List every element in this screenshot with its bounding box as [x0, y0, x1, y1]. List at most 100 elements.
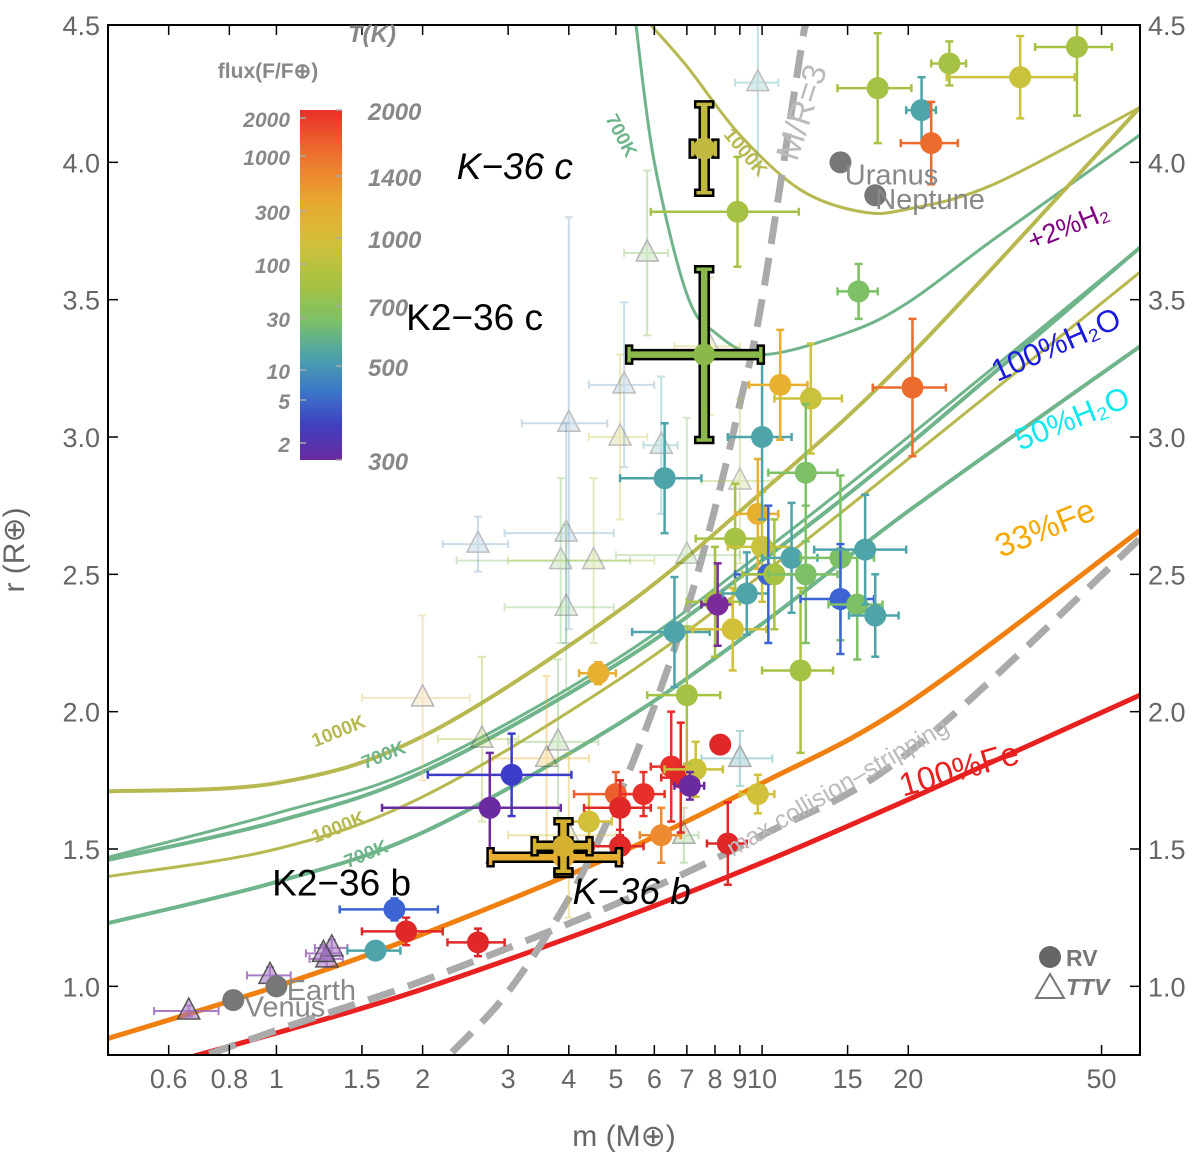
- ttv-planet-14: [507, 477, 656, 644]
- curve-label: 1000K: [719, 125, 771, 182]
- rv-marker: [609, 796, 632, 819]
- curve-label: 700K: [601, 111, 641, 161]
- colorbar-temp-label: 1000: [368, 227, 422, 254]
- y-tick-label-right: 2.5: [1148, 560, 1186, 590]
- rv-marker: [709, 733, 732, 756]
- rv-marker: [466, 931, 489, 954]
- rv-marker: [910, 99, 933, 122]
- curve-label: M/R=3: [768, 60, 834, 165]
- colorbar-temp-label: 2000: [367, 99, 422, 126]
- planet-venus: [222, 989, 245, 1012]
- rv-marker: [901, 376, 924, 399]
- ttv-planet-17: [587, 301, 656, 469]
- colorbar-temp-label: 1400: [368, 165, 422, 192]
- colorbar-flux-label: 2000: [242, 109, 290, 132]
- rv-planet-17: [709, 733, 732, 756]
- k2-36-c-marker: [693, 343, 716, 366]
- colorbar-flux-label: 1000: [243, 147, 290, 170]
- x-tick-label: 1.5: [343, 1064, 381, 1094]
- rv-marker: [794, 563, 817, 586]
- planet-uranus: [829, 151, 852, 174]
- rv-planet-19: [738, 773, 776, 815]
- rv-planet-0: [338, 897, 440, 922]
- colorbar: flux(F/F⊕) T(K) 2000 1000 300 100 30 10 5 2 200…: [218, 21, 422, 476]
- rv-planet-51: [945, 34, 1076, 120]
- ttv-marker: [607, 422, 633, 446]
- rv-marker: [751, 426, 774, 448]
- rv-marker: [632, 783, 655, 806]
- k-36-b-marker: [552, 835, 575, 858]
- rv-marker: [799, 387, 822, 410]
- curve-label: 700K: [359, 737, 409, 774]
- rv-marker: [938, 52, 961, 75]
- y-tick-label: 4.5: [62, 11, 100, 41]
- planet-label: Venus: [245, 992, 326, 1024]
- plot-frame: [107, 24, 1141, 1056]
- x-tick-label: 4: [561, 1064, 576, 1094]
- rv-marker: [500, 763, 523, 786]
- colorbar-gradient: [300, 110, 342, 460]
- legend: RV TTV: [1034, 945, 1111, 1000]
- rv-marker: [395, 920, 418, 943]
- legend-rv-marker: [1039, 946, 1061, 968]
- ttv-planet-18: [642, 375, 679, 515]
- ttv-planet-19: [623, 169, 669, 337]
- rv-marker: [847, 280, 870, 303]
- planet-label: K−36 c: [457, 146, 574, 187]
- rv-planet-35: [747, 328, 809, 441]
- planet-neptune: [864, 184, 887, 207]
- rv-marker: [650, 824, 673, 847]
- ttv-marker: [745, 68, 771, 92]
- rv-planet-33: [760, 586, 835, 755]
- ttv-marker: [649, 430, 674, 454]
- rv-marker: [724, 527, 747, 550]
- rv-planet-9: [582, 779, 653, 837]
- x-tick-label: 20: [893, 1064, 923, 1094]
- rv-marker: [721, 618, 744, 641]
- colorbar-temp-label: 500: [368, 355, 409, 382]
- ttv-marker: [465, 529, 491, 553]
- ttv-planet-7: [492, 674, 590, 842]
- y-tick-label: 4.0: [62, 148, 100, 178]
- x-tick-label: 50: [1087, 1064, 1117, 1094]
- y-tick-label-right: 1.5: [1148, 835, 1186, 865]
- rv-planets: [338, 25, 1114, 962]
- ttv-planet-0: [153, 996, 220, 1020]
- colorbar-temp-label: 300: [368, 449, 409, 476]
- x-tick-label: 8: [708, 1064, 723, 1094]
- rv-planet-32: [767, 504, 839, 645]
- curve-label: 33%Fe: [989, 491, 1100, 564]
- colorbar-temp-label: 700: [368, 295, 409, 322]
- x-tick-label: 0.6: [150, 1064, 188, 1094]
- x-tick-label: 2: [415, 1064, 430, 1094]
- rv-planet-13: [649, 710, 692, 823]
- legend-rv-label: RV: [1066, 945, 1098, 971]
- ttv-planet-23: [734, 25, 780, 167]
- ttv-marker: [611, 370, 637, 394]
- rv-marker: [577, 810, 600, 833]
- colorbar-temp-title: T(K): [348, 21, 396, 48]
- rv-planet-44: [836, 262, 879, 321]
- k-36-c-marker: [693, 137, 716, 160]
- ttv-planet-15: [520, 216, 609, 631]
- rv-marker: [864, 604, 887, 627]
- ttv-marker: [176, 996, 202, 1020]
- rv-marker: [678, 774, 701, 797]
- colorbar-temp-labels: 2000 1400 1000 700 500 300: [336, 99, 422, 476]
- rv-planet-10: [618, 770, 666, 818]
- ttv-marker: [410, 683, 435, 707]
- y-tick-label: 3.5: [62, 286, 100, 316]
- rv-marker: [587, 662, 610, 685]
- rv-marker: [1009, 66, 1032, 89]
- y-tick-label-right: 1.0: [1148, 972, 1186, 1002]
- ttv-planet-4: [304, 938, 341, 963]
- rv-marker: [854, 538, 877, 561]
- planet-label: K2−36 b: [272, 863, 411, 904]
- rv-planet-42: [847, 573, 900, 658]
- rv-planet-1: [360, 916, 444, 947]
- solar-system-planets: [222, 151, 887, 1012]
- colorbar-flux-label: 2: [277, 434, 290, 457]
- ttv-marker: [534, 743, 559, 768]
